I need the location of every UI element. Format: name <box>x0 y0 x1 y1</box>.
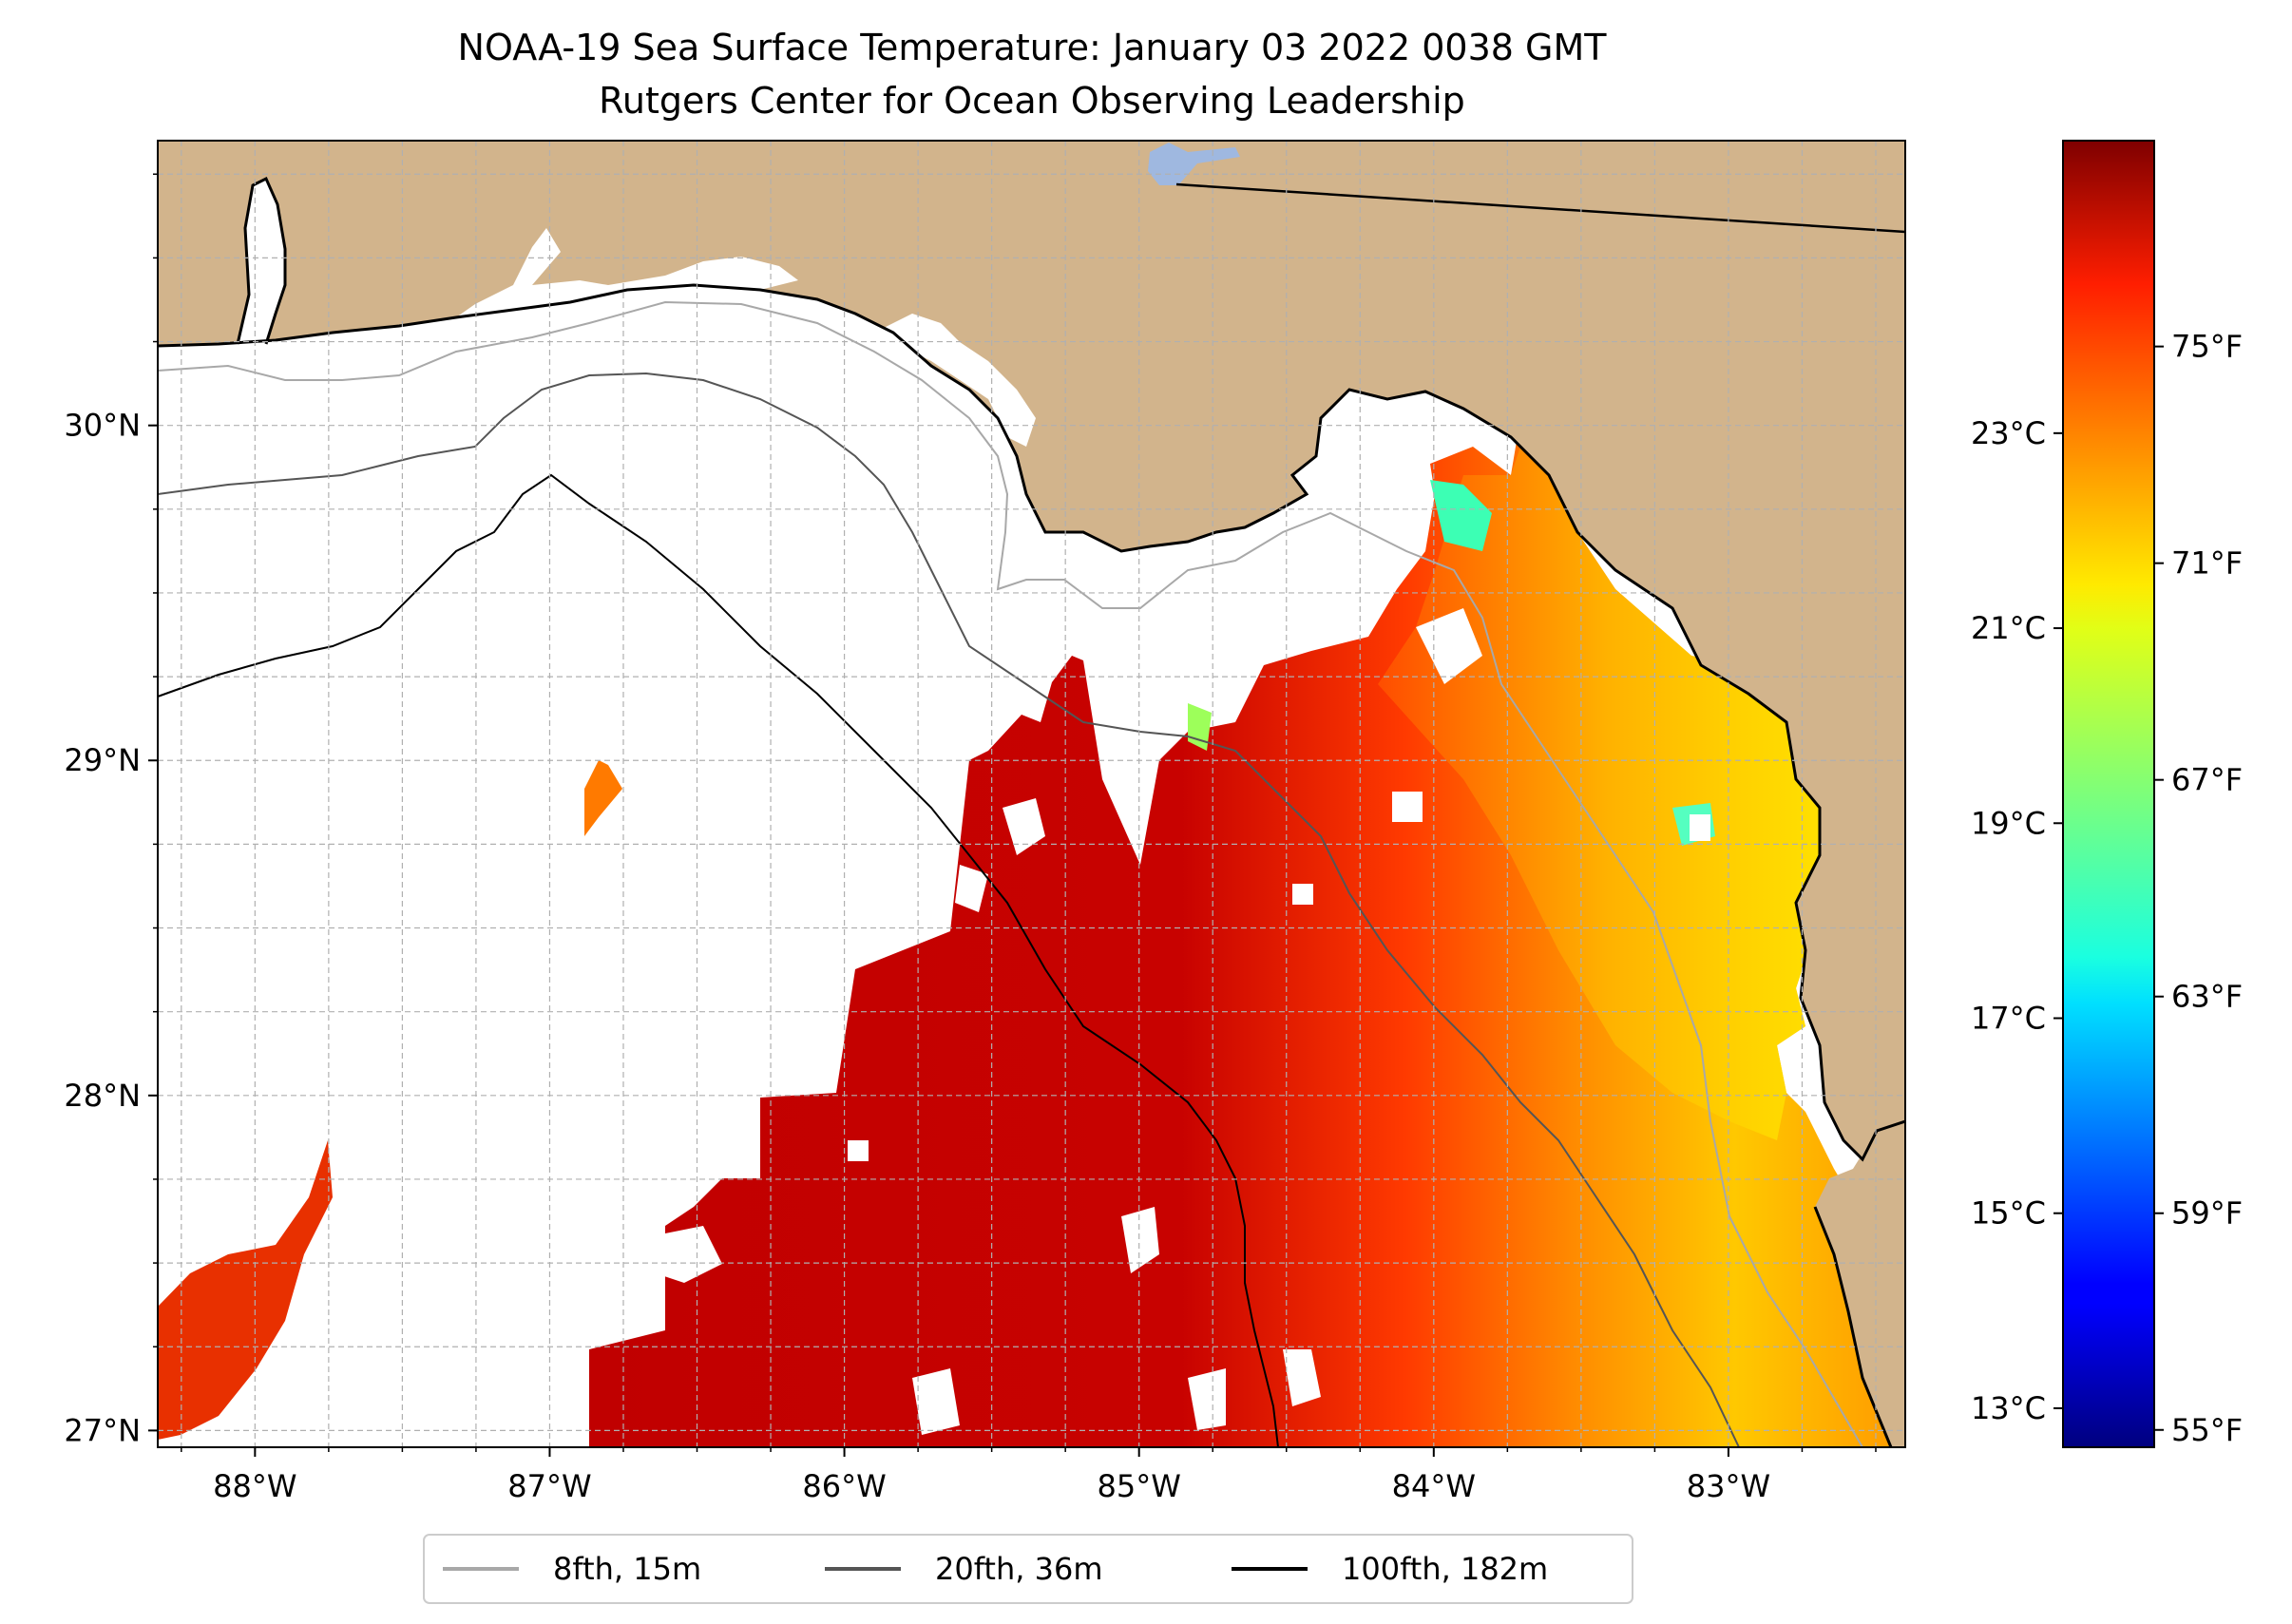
lon-tick-label: 83°W <box>1687 1468 1770 1504</box>
lon-tick-label: 87°W <box>507 1468 591 1504</box>
lon-tick-label: 88°W <box>213 1468 296 1504</box>
land-north <box>158 141 1905 1159</box>
colorbar-celsius-label: 15°C <box>1971 1195 2046 1232</box>
sst-patch-west-b <box>584 760 622 836</box>
map-panel: 88°W 87°W 86°W 85°W 84°W 83°W 27°N 28°N 29°N 30°N <box>64 140 1906 1504</box>
lat-tick-label: 28°N <box>64 1078 141 1114</box>
lat-tick-label: 29°N <box>64 742 141 778</box>
colorbar-celsius-label: 17°C <box>1971 1001 2046 1037</box>
legend-box <box>423 1534 1633 1604</box>
colorbar-fahrenheit-label: 67°F <box>2171 762 2243 798</box>
title-line-1: NOAA-19 Sea Surface Temperature: January… <box>458 27 1608 68</box>
colorbar-celsius-label: 23°C <box>1971 415 2046 451</box>
lon-tick-label: 86°W <box>802 1468 886 1504</box>
legend-label-8fth: 8fth, 15m <box>553 1551 701 1587</box>
colorbar-ticks: 13°C 15°C 17°C 19°C 21°C 23°C 55°F 59°F 63°F 67°F… <box>1971 329 2243 1448</box>
lake <box>1148 143 1240 185</box>
sst-coastal-band <box>1378 418 1834 1140</box>
coastal-bays <box>456 228 798 317</box>
coastline <box>158 283 1905 1162</box>
no-data-holes <box>656 608 1710 1435</box>
sst-cool-patch-north <box>1430 480 1492 551</box>
legend-label-20fth: 20fth, 36m <box>935 1551 1102 1587</box>
apalachicola-bay <box>884 314 1036 447</box>
legend-label-100fth: 100fth, 182m <box>1342 1551 1548 1587</box>
contour-8fth <box>158 300 1863 1447</box>
colorbar-celsius-label: 21°C <box>1971 610 2046 646</box>
title-line-2: Rutgers Center for Ocean Observing Leade… <box>599 80 1465 122</box>
lon-tick-label: 85°W <box>1098 1468 1181 1504</box>
colorbar-fahrenheit-label: 71°F <box>2171 545 2243 582</box>
colorbar-fahrenheit-label: 75°F <box>2171 329 2243 365</box>
gridlines <box>158 141 1905 1447</box>
axis-ticks: 88°W 87°W 86°W 85°W 84°W 83°W 27°N 28°N 29°N 30°N <box>64 173 1877 1504</box>
colorbar: 13°C 15°C 17°C 19°C 21°C 23°C 55°F 59°F 63°F 67°F… <box>1971 140 2243 1448</box>
coastline-south <box>1813 1206 1893 1447</box>
colorbar-fahrenheit-label: 55°F <box>2171 1412 2243 1448</box>
lat-tick-label: 30°N <box>64 408 141 444</box>
contour-20fth <box>158 372 1740 1447</box>
lat-tick-label: 27°N <box>64 1412 141 1448</box>
state-border <box>1175 182 1905 234</box>
colorbar-celsius-label: 13°C <box>1971 1390 2046 1426</box>
land-florida <box>1815 1121 1905 1447</box>
colorbar-celsius-label: 19°C <box>1971 805 2046 841</box>
colorbar-gradient <box>2063 141 2154 1447</box>
colorbar-fahrenheit-label: 63°F <box>2171 979 2243 1015</box>
mobile-bay <box>238 179 285 344</box>
contour-legend: 8fth, 15m 20fth, 36m 100fth, 182m <box>423 1534 1633 1604</box>
colorbar-frame <box>2062 140 2155 1448</box>
lon-tick-label: 84°W <box>1392 1468 1476 1504</box>
contour-100fth <box>158 473 1279 1447</box>
coastline-mobile-bay <box>236 176 287 345</box>
sst-patch-west-a <box>158 1140 333 1440</box>
map-frame <box>157 140 1906 1448</box>
colorbar-fahrenheit-label: 59°F <box>2171 1195 2243 1232</box>
